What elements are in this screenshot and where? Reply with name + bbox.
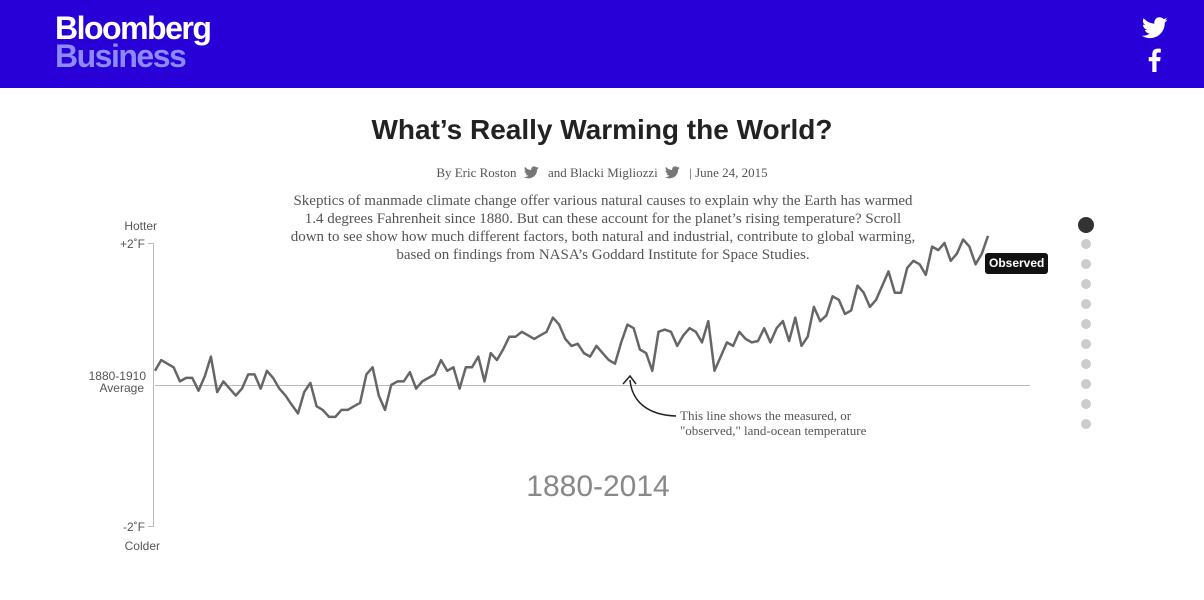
annotation-text-line1: This line shows the measured, or [680, 408, 852, 423]
twitter-icon[interactable] [523, 166, 539, 183]
nav-dot[interactable] [1081, 239, 1091, 249]
y-baseline-label-2: Average [100, 381, 145, 395]
nav-dot[interactable] [1081, 319, 1091, 329]
series-line-observed [153, 235, 990, 419]
y-axis-hotter-label: Hotter [124, 219, 157, 233]
article-title: What’s Really Warming the World? [371, 114, 833, 145]
series-layer [153, 235, 990, 419]
byline-author-1: By Eric Roston [436, 165, 517, 180]
facebook-icon[interactable] [1142, 48, 1168, 77]
nav-dot[interactable] [1081, 419, 1091, 429]
byline-date: | June 24, 2015 [689, 165, 768, 180]
logo-brand-line2: Business [55, 38, 187, 74]
series-label-observed: Observed [985, 253, 1049, 274]
annotation-text-line2: "observed," land-ocean temperature [680, 423, 867, 438]
annotation-arrowhead [622, 374, 637, 385]
y-tick-label-bottom: -2˚F [123, 520, 145, 534]
byline-author-2: and Blacki Migliozzi [547, 165, 658, 180]
annotation-arrow [629, 379, 677, 417]
nav-dot[interactable] [1081, 339, 1091, 349]
nav-dot[interactable] [1081, 399, 1091, 409]
social-share [1141, 17, 1168, 81]
y-baseline-label-1: 1880-1910 [89, 369, 147, 383]
bloomberg-business-logo[interactable]: Bloomberg Business [55, 10, 212, 74]
nav-dot[interactable] [1081, 279, 1091, 289]
nav-dot-active[interactable] [1078, 217, 1094, 233]
section-nav [1077, 217, 1095, 439]
nav-dot[interactable] [1081, 259, 1091, 269]
y-axis-colder-label: Colder [125, 539, 160, 553]
nav-dot[interactable] [1081, 379, 1091, 389]
y-tick-label-top: +2˚F [120, 237, 145, 251]
nav-dot[interactable] [1081, 359, 1091, 369]
twitter-icon[interactable] [1141, 17, 1168, 44]
twitter-icon[interactable] [664, 166, 680, 183]
byline: By Eric Roston and Blacki Migliozzi | Ju… [0, 165, 1204, 183]
period-label: 1880-2014 [526, 470, 669, 503]
intro-paragraph: Skeptics of manmade climate change offer… [290, 193, 916, 263]
logo-brand-line1: Bloomberg [55, 10, 212, 46]
site-header: Bloomberg Business [0, 0, 1204, 88]
nav-dot[interactable] [1081, 299, 1091, 309]
